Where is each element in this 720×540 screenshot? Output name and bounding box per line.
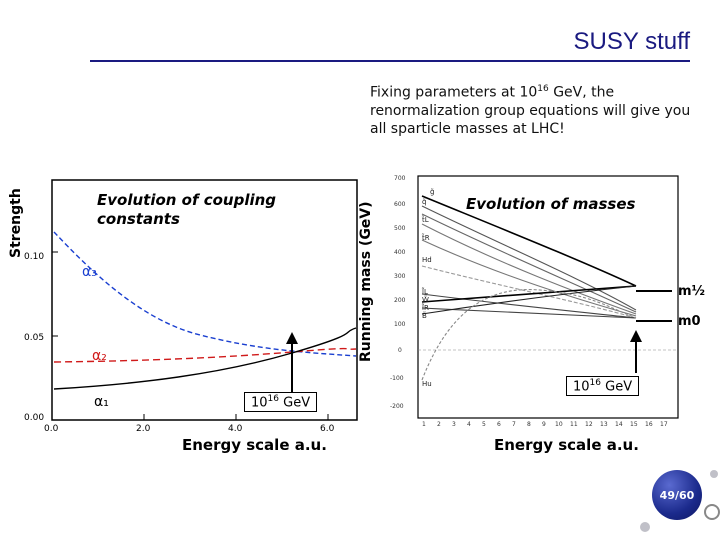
- title-underline: [90, 60, 690, 62]
- left-y-axis-label: Strength: [8, 188, 24, 258]
- right-xtick-8: 9: [542, 421, 546, 428]
- squark-curve-1: [421, 205, 637, 311]
- slepton-r-label: l̃R: [422, 304, 429, 312]
- wino-curve: [421, 285, 637, 303]
- m-zero-label: m0: [678, 314, 701, 329]
- right-xtick-0: 1: [422, 421, 426, 428]
- badge-dot-decoration-2: [640, 522, 650, 532]
- bino-label: B̃: [422, 312, 427, 320]
- hd-label: Hd: [422, 256, 432, 264]
- right-ytick-7: 0: [398, 347, 402, 354]
- right-ytick-2: 500: [394, 225, 406, 232]
- intro-exponent: 16: [537, 84, 549, 94]
- left-gev-unit: GeV: [279, 395, 311, 411]
- left-ytick-0: 0.10: [24, 252, 44, 262]
- right-xtick-4: 5: [482, 421, 486, 428]
- right-ytick-5: 200: [394, 297, 406, 304]
- intro-prefix: Fixing parameters at 10: [370, 84, 538, 101]
- left-plot-frame: [51, 179, 358, 421]
- right-xtick-13: 14: [615, 421, 623, 428]
- left-gev-exp: 16: [267, 394, 279, 404]
- m-half-label: m½: [678, 284, 706, 299]
- left-gev-arrowhead: [286, 332, 298, 344]
- left-plot-title: Evolution of coupling constants: [97, 191, 277, 228]
- right-ytick-8: -100: [390, 375, 404, 382]
- stop-r-label: t̃R: [422, 234, 430, 242]
- alpha1-curve: [53, 327, 357, 390]
- right-ytick-1: 600: [394, 201, 406, 208]
- right-xtick-10: 11: [570, 421, 578, 428]
- page-number-badge: 49/60: [652, 470, 702, 520]
- right-xtick-5: 6: [497, 421, 501, 428]
- gluino-label: g̃: [430, 188, 434, 196]
- right-xtick-14: 15: [630, 421, 638, 428]
- alpha2-label: α₂: [92, 348, 107, 364]
- stop-l-curve: [421, 223, 637, 315]
- right-xtick-1: 2: [437, 421, 441, 428]
- left-xtick-0: 0.0: [44, 424, 59, 434]
- right-gev-exp: 16: [589, 378, 601, 388]
- hu-curve: [421, 288, 637, 381]
- bino-curve: [421, 285, 637, 315]
- right-xtick-9: 10: [555, 421, 563, 428]
- right-xtick-11: 12: [585, 421, 593, 428]
- right-ytick-4: 300: [394, 273, 406, 280]
- alpha3-label: α₃: [82, 264, 97, 280]
- slepton-l-curve: [421, 293, 637, 319]
- right-gev-label: 1016 GeV: [566, 376, 640, 397]
- right-ytick-9: -200: [390, 403, 404, 410]
- coupling-constants-plot: 0.10 0.05 0.00 0.0 2.0 4.0 6.0 α₃ α₂ α₁: [24, 179, 358, 434]
- gluino-curve: [421, 195, 637, 287]
- right-y-axis-label: Running mass (GeV): [358, 201, 374, 362]
- left-ytick-1: 0.05: [24, 333, 44, 343]
- left-xtick-2: 4.0: [228, 424, 243, 434]
- right-ytick-0: 700: [394, 175, 406, 182]
- right-xtick-6: 7: [512, 421, 516, 428]
- right-gev-unit: GeV: [601, 379, 633, 395]
- slepton-l-label: l̃L: [422, 288, 428, 296]
- alpha3-curve: [53, 231, 357, 357]
- left-xtick-3: 6.0: [320, 424, 335, 434]
- right-gev-base: 10: [573, 379, 590, 395]
- wino-label: W̃: [422, 296, 429, 304]
- left-xtick-1: 2.0: [136, 424, 151, 434]
- hu-label: Hu: [422, 380, 432, 388]
- left-x-axis-label: Energy scale a.u.: [182, 436, 327, 454]
- left-ytick-2: 0.00: [24, 413, 44, 423]
- left-gev-label: 1016 GeV: [244, 392, 318, 413]
- right-x-axis-label: Energy scale a.u.: [494, 436, 639, 454]
- right-gev-arrowhead: [630, 330, 642, 342]
- badge-ring-decoration: [704, 504, 720, 520]
- right-xtick-7: 8: [527, 421, 531, 428]
- right-xtick-16: 17: [660, 421, 668, 428]
- badge-dot-decoration: [710, 470, 718, 478]
- stop-r-curve: [421, 239, 637, 317]
- right-plot-title: Evolution of masses: [466, 195, 636, 213]
- right-ytick-3: 400: [394, 249, 406, 256]
- squark-curve-2: [421, 213, 637, 313]
- squark-label: q̃: [422, 198, 426, 206]
- slide-title: SUSY stuff: [573, 28, 690, 55]
- intro-suffix: GeV, the renormalization group equations…: [370, 84, 691, 137]
- intro-text: Fixing parameters at 1016 GeV, the renor…: [370, 80, 710, 138]
- stop-l-label: t̃L: [422, 216, 429, 224]
- right-xtick-12: 13: [600, 421, 608, 428]
- right-xtick-3: 4: [467, 421, 471, 428]
- left-gev-base: 10: [251, 395, 268, 411]
- alpha1-label: α₁: [94, 394, 109, 410]
- right-ytick-6: 100: [394, 321, 406, 328]
- right-xtick-2: 3: [452, 421, 456, 428]
- right-xtick-15: 16: [645, 421, 653, 428]
